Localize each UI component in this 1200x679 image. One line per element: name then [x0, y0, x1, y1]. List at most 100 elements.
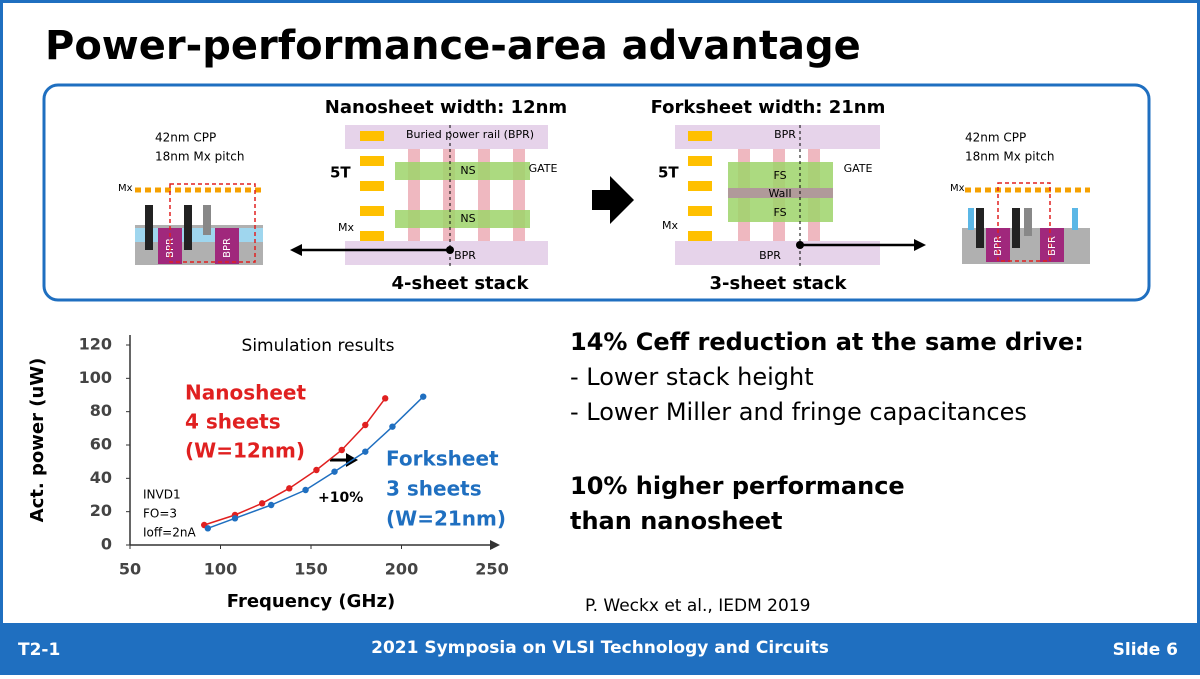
data-point: [302, 486, 309, 494]
x-tick-label: 50: [119, 560, 141, 579]
bpr: [1040, 228, 1064, 262]
footer-bar: [0, 623, 1200, 675]
label: 18nm Mx pitch: [155, 150, 245, 164]
bpr: [215, 228, 239, 264]
data-point: [382, 395, 389, 402]
cell-outline: [997, 182, 1051, 262]
diagram-box: [42, 83, 1151, 302]
data-point: [389, 423, 396, 430]
label: 42nm CPP: [155, 131, 216, 145]
footer-text: 2021 Symposia on VLSI Technology and Cir…: [371, 638, 829, 658]
data-point: [231, 515, 239, 522]
label: FS: [773, 169, 786, 182]
y-tick-label: 60: [90, 435, 112, 454]
annotation: (W=12nm): [185, 439, 305, 463]
x-tick-label: 250: [475, 560, 508, 579]
y-tick-label: 120: [79, 335, 112, 354]
contact: [1012, 208, 1020, 248]
data-point: [338, 446, 345, 454]
cell-outline: [169, 183, 256, 263]
slide-title: Power-performance-area advantage: [45, 23, 861, 69]
annotation: 4 sheets: [185, 410, 281, 434]
label: 5T: [330, 164, 351, 182]
text-line: 14% Ceff reduction at the same drive:: [570, 328, 1084, 356]
y-tick-label: 20: [90, 501, 112, 520]
contact: [184, 205, 192, 250]
x-axis-label: Frequency (GHz): [227, 591, 395, 612]
forksheet-view: Forksheet width: 21nm BPR FS Wall FS GAT…: [651, 97, 926, 294]
series-line: [203, 397, 386, 526]
label: NS: [460, 164, 475, 177]
label: 5T: [658, 164, 679, 182]
data-point: [331, 468, 338, 475]
data-point: [420, 393, 427, 400]
annotation: Ioff=2nA: [143, 526, 196, 540]
text-line: - Lower Miller and fringe capacitances: [570, 398, 1027, 426]
label: 18nm Mx pitch: [965, 150, 1055, 164]
stack-label: 3-sheet stack: [710, 273, 848, 294]
label: Mx: [338, 221, 354, 234]
band: [135, 228, 263, 242]
data-point: [362, 448, 369, 455]
citation: P. Weckx et al., IEDM 2019: [585, 596, 810, 616]
summary: 14% Ceff reduction at the same drive: - …: [570, 328, 1084, 535]
spacer: [1072, 208, 1078, 230]
heading: Forksheet width: 21nm: [651, 97, 886, 118]
arrow-head: [914, 239, 926, 251]
data-point: [258, 500, 266, 507]
annotation: FO=3: [143, 507, 177, 521]
y-axis-label: Act. power (uW): [27, 358, 48, 523]
text-line: - Lower stack height: [570, 363, 814, 391]
x-tick-label: 200: [385, 560, 418, 579]
text-line: 10% higher performance: [570, 472, 905, 500]
x-tick-label: 150: [294, 560, 327, 579]
y-tick-label: 80: [90, 401, 112, 420]
sheet: [395, 210, 530, 228]
label: Buried power rail (BPR): [406, 128, 534, 141]
x-tick-label: 100: [204, 560, 237, 579]
arrow-head: [290, 244, 302, 256]
footer-text: T2-1: [18, 640, 60, 660]
label: Mx: [118, 183, 133, 194]
label: Mx: [662, 219, 678, 232]
transition-arrow: [592, 176, 634, 224]
chart-title: Simulation results: [242, 336, 395, 356]
left-cell: 42nm CPP 18nm Mx pitch Mx BPR BPR: [118, 131, 263, 265]
label: BPR: [454, 249, 476, 262]
label: Wall: [768, 187, 791, 200]
nanosheet-view: Nanosheet width: 12nm Buried power rail …: [290, 97, 567, 294]
series-label: Forksheet: [386, 447, 499, 471]
label: 42nm CPP: [965, 131, 1026, 145]
data-point: [267, 501, 275, 509]
contact: [203, 205, 211, 235]
right-cell: 42nm CPP 18nm Mx pitch Mx BPR BPR: [950, 131, 1090, 264]
label: BPR: [774, 128, 796, 141]
stack-label: 4-sheet stack: [392, 273, 530, 294]
data-point: [362, 421, 369, 429]
rail: [345, 241, 548, 265]
series-line: [207, 396, 424, 530]
label: BPR: [1047, 236, 1058, 256]
sheet: [395, 162, 530, 180]
label: GATE: [844, 162, 873, 175]
chart: Simulation results Act. power (uW) Frequ…: [27, 335, 509, 613]
annotation: INVD1: [143, 488, 181, 502]
y-tick-label: 100: [79, 368, 112, 387]
label: BPR: [759, 249, 781, 262]
label: NS: [460, 212, 475, 225]
annotation: (W=21nm): [386, 507, 506, 531]
contact: [976, 208, 984, 248]
y-tick-label: 0: [101, 535, 112, 554]
label: Mx: [950, 183, 965, 194]
data-point: [204, 525, 212, 532]
y-tick-label: 40: [90, 468, 112, 487]
data-point: [313, 466, 320, 474]
heading: Nanosheet width: 12nm: [325, 97, 567, 118]
contact: [1024, 208, 1032, 236]
series-label: Nanosheet: [185, 381, 306, 405]
label: GATE: [529, 162, 558, 175]
label: BPR: [222, 238, 233, 258]
data-point: [286, 485, 293, 492]
